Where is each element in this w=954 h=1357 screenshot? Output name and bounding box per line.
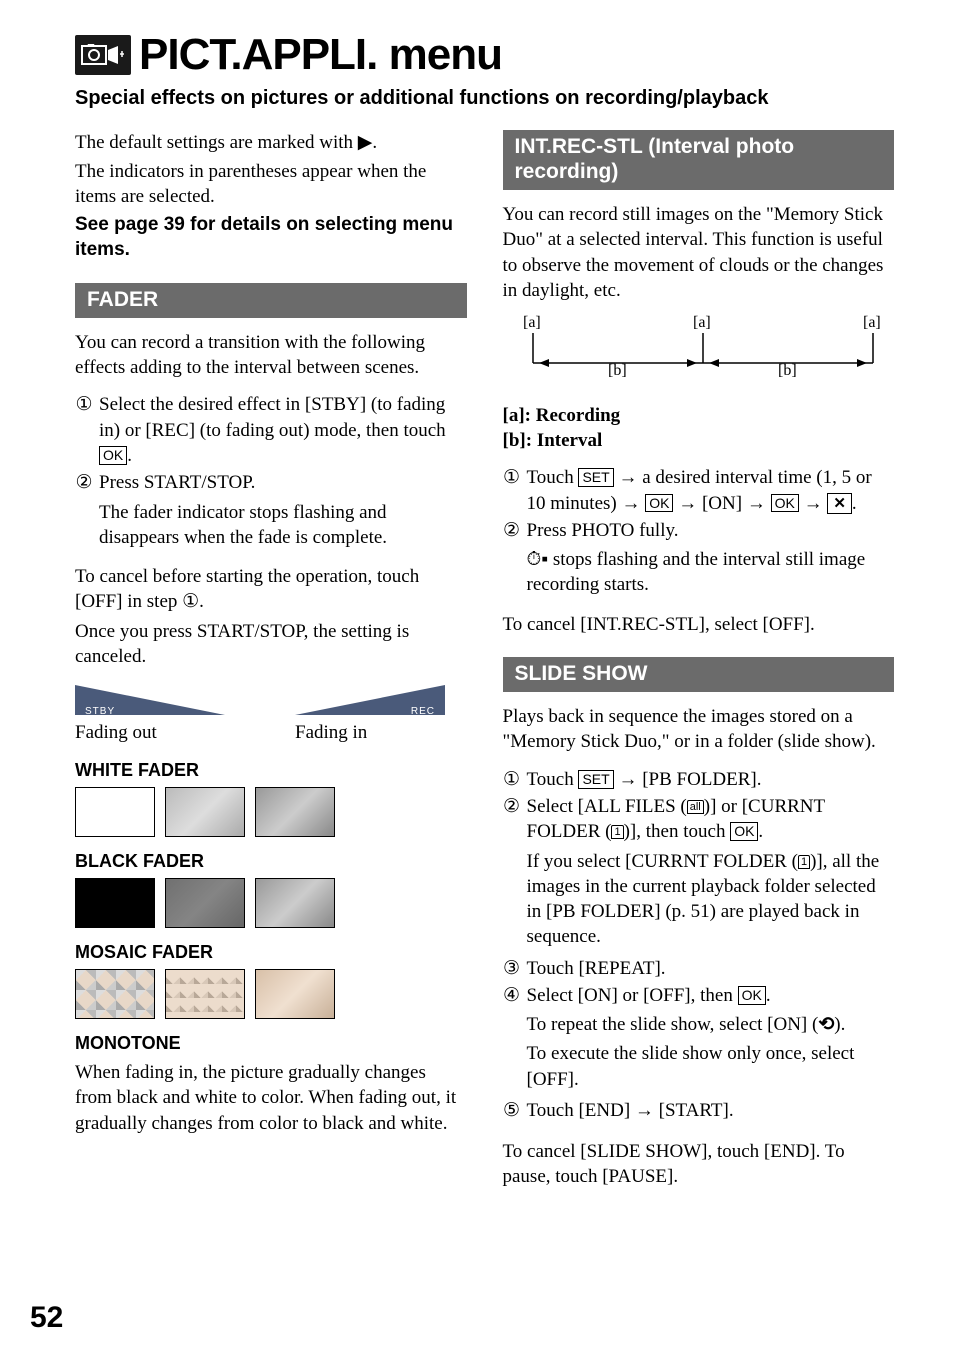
svg-text:[a]: [a] (863, 315, 881, 331)
fader-step2-text: Press START/STOP. (99, 472, 255, 493)
white-fader-heading: WHITE FADER (75, 760, 467, 781)
ok-key-icon: OK (99, 446, 127, 465)
intro-bold: See page 39 for details on selecting men… (75, 213, 467, 262)
intrec-intro: You can record still images on the "Memo… (503, 202, 895, 303)
slideshow-intro: Plays back in sequence the images stored… (503, 704, 895, 755)
slideshow-step-4: ④ Select [ON] or [OFF], then OK. To repe… (503, 983, 895, 1096)
ok-key-icon: OK (738, 986, 766, 1005)
thumb-midfade (165, 878, 245, 928)
single-folder-icon: 1 (611, 825, 623, 839)
intro-line-1: The default settings are marked with ▶. (75, 130, 467, 155)
right-column: INT.REC-STL (Interval photo recording) Y… (503, 130, 895, 1194)
thumb-image (255, 787, 335, 837)
fader-intro: You can record a transition with the fol… (75, 330, 467, 381)
page-title: PICT.APPLI. menu (139, 30, 502, 80)
slideshow-heading: SLIDE SHOW (503, 657, 895, 692)
monotone-body: When fading in, the picture gradually ch… (75, 1060, 467, 1136)
fading-in-label: Fading in (295, 722, 445, 744)
repeat-icon: ⟲ (818, 1012, 834, 1037)
step-number-icon: ② (503, 794, 521, 954)
thumb-image (255, 969, 335, 1019)
fader-once: Once you press START/STOP, the setting i… (75, 619, 467, 670)
intro-line-2: The indicators in parentheses appear whe… (75, 159, 467, 210)
stby-label: STBY (85, 706, 115, 717)
close-key-icon: ✕ (827, 493, 852, 515)
ok-key-icon: OK (730, 822, 758, 841)
slideshow-step-5: ⑤ Touch [END] → [START]. (503, 1098, 895, 1123)
page-number: 52 (30, 1301, 63, 1335)
svg-text:[a]: [a] (693, 315, 711, 331)
all-folder-icon: all (687, 800, 704, 814)
slideshow-step-3: ③ Touch [REPEAT]. (503, 956, 895, 981)
slideshow-step-1: ① Touch SET → [PB FOLDER]. (503, 767, 895, 792)
slideshow-cancel: To cancel [SLIDE SHOW], touch [END]. To … (503, 1139, 895, 1190)
rec-label: REC (411, 706, 435, 717)
intrec-cancel: To cancel [INT.REC-STL], select [OFF]. (503, 612, 895, 637)
step-number-icon: ② (503, 518, 521, 602)
fader-step1-text: Select the desired effect in [STBY] (to … (99, 394, 446, 440)
diagram-b-label: [b] (608, 362, 627, 379)
intrec-step-2: ② Press PHOTO fully. ⏱▪ stops flashing a… (503, 518, 895, 602)
ok-key-icon: OK (645, 494, 673, 513)
thumb-midfade (165, 787, 245, 837)
black-fader-thumbs (75, 878, 467, 928)
fader-step-2: ② Press START/STOP. The fader indicator … (75, 470, 467, 554)
pict-appli-icon (75, 35, 131, 75)
fader-step1-end: . (127, 445, 132, 466)
slideshow-step-2: ② Select [ALL FILES (all)] or [CURRNT FO… (503, 794, 895, 954)
step-number-icon: ③ (503, 956, 521, 981)
interval-icon: ⏱▪ (527, 549, 549, 570)
mosaic-fader-thumbs (75, 969, 467, 1019)
thumb-white (75, 787, 155, 837)
step-number-icon: ④ (503, 983, 521, 1096)
fader-step2-note: The fader indicator stops flashing and d… (99, 500, 467, 551)
intrec-heading: INT.REC-STL (Interval photo recording) (503, 130, 895, 190)
fading-out-label: Fading out (75, 722, 225, 744)
monotone-heading: MONOTONE (75, 1033, 467, 1054)
legend-a: [a]: Recording (503, 404, 895, 429)
step-number-icon: ① (75, 392, 93, 468)
interval-diagram: [a] [a] [a] [b] [b] (503, 315, 895, 390)
intrec-step-1: ① Touch SET → a desired interval time (1… (503, 465, 895, 516)
step-number-icon: ② (75, 470, 93, 554)
left-column: The default settings are marked with ▶. … (75, 130, 467, 1194)
thumb-black (75, 878, 155, 928)
fade-triangle-diagram: STBY REC (75, 685, 467, 720)
step-number-icon: ⑤ (503, 1098, 521, 1123)
single-folder-icon: 1 (798, 855, 810, 869)
thumb-mosaic-fine (165, 969, 245, 1019)
white-fader-thumbs (75, 787, 467, 837)
legend-b: [b]: Interval (503, 429, 895, 454)
fader-step-1: ① Select the desired effect in [STBY] (t… (75, 392, 467, 468)
fader-cancel: To cancel before starting the operation,… (75, 564, 467, 615)
svg-text:[b]: [b] (778, 362, 797, 379)
thumb-mosaic-coarse (75, 969, 155, 1019)
page-subtitle: Special effects on pictures or additiona… (75, 86, 894, 112)
thumb-image (255, 878, 335, 928)
step-number-icon: ① (503, 767, 521, 792)
title-row: PICT.APPLI. menu (75, 30, 894, 80)
black-fader-heading: BLACK FADER (75, 851, 467, 872)
diagram-a-label: [a] (523, 315, 541, 331)
step-number-icon: ① (503, 465, 521, 516)
ok-key-icon: OK (771, 494, 799, 513)
fader-heading: FADER (75, 283, 467, 318)
set-key-icon: SET (578, 770, 613, 789)
mosaic-fader-heading: MOSAIC FADER (75, 942, 467, 963)
set-key-icon: SET (578, 468, 613, 487)
